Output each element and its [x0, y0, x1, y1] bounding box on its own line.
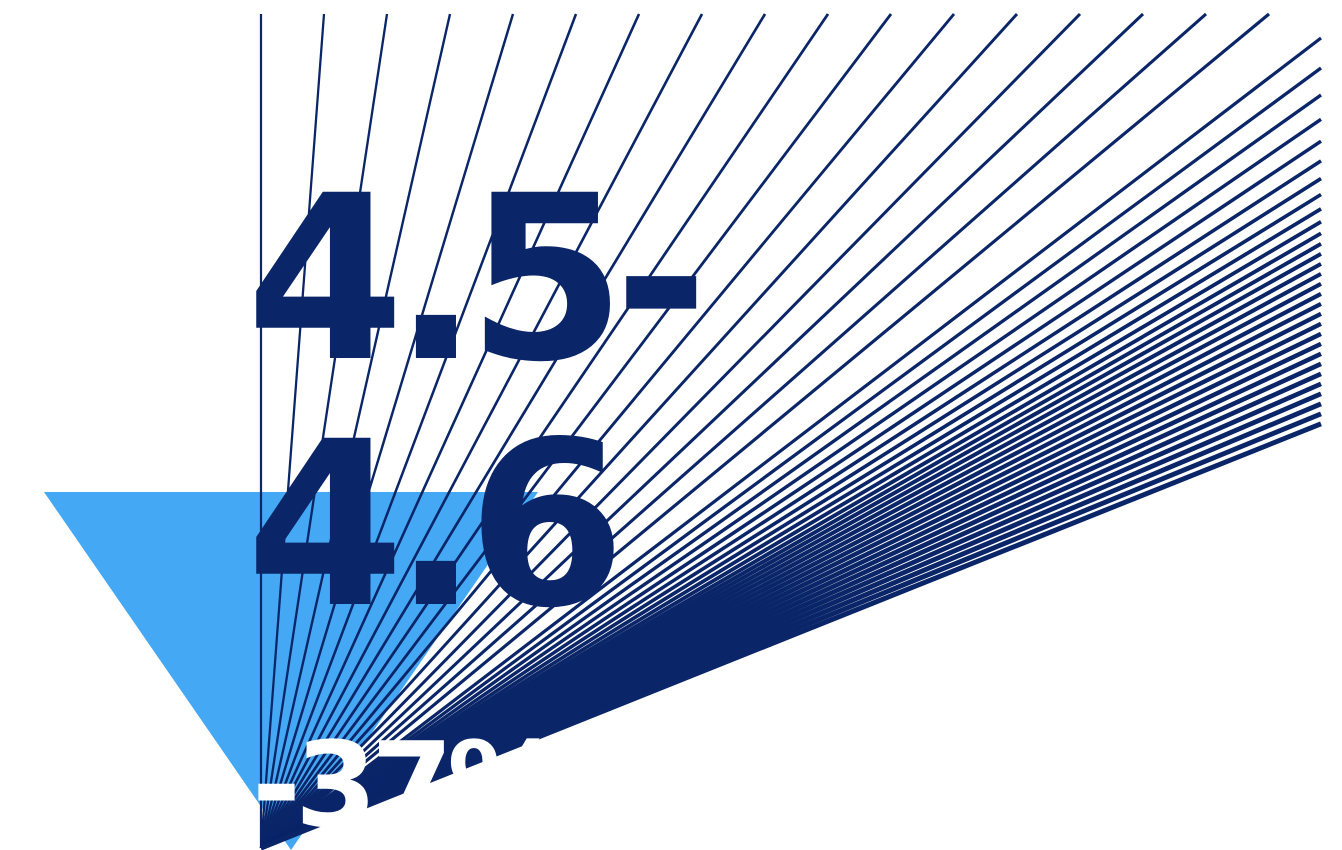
percent-change-label: -37% — [252, 716, 562, 850]
sunburst-line — [260, 159, 1322, 850]
sunburst-line — [259, 13, 704, 849]
sunburst-line — [259, 13, 326, 849]
sunburst-lines — [259, 12, 1322, 850]
sunburst-line — [260, 93, 1322, 850]
sunburst-line — [259, 12, 1145, 850]
sunburst-line — [260, 177, 1322, 850]
sunburst-line — [260, 66, 1322, 850]
sunburst-line — [259, 13, 767, 849]
sunburst-line — [259, 13, 956, 849]
headline-number-line-2: 4.6 — [246, 392, 614, 658]
sunburst-line — [259, 12, 1082, 850]
sunburst-line — [259, 12, 1208, 850]
sunburst-line — [260, 192, 1322, 850]
sunburst-line — [260, 139, 1322, 850]
sunburst-line — [259, 13, 893, 849]
sunburst-line — [259, 13, 1019, 849]
sunburst-line — [259, 13, 830, 849]
sunburst-line — [259, 13, 515, 849]
sunburst-line — [259, 12, 1271, 850]
sunburst-line — [260, 36, 1322, 850]
sunburst-line — [259, 13, 641, 849]
sunburst-line — [259, 13, 389, 849]
headline-number-line-1: 4.5- — [246, 146, 697, 412]
sunburst-line — [260, 117, 1322, 850]
down-triangle-icon — [44, 492, 538, 850]
sunburst-line — [260, 421, 1322, 850]
sunburst-line — [259, 13, 452, 849]
sunburst-line — [259, 13, 578, 849]
